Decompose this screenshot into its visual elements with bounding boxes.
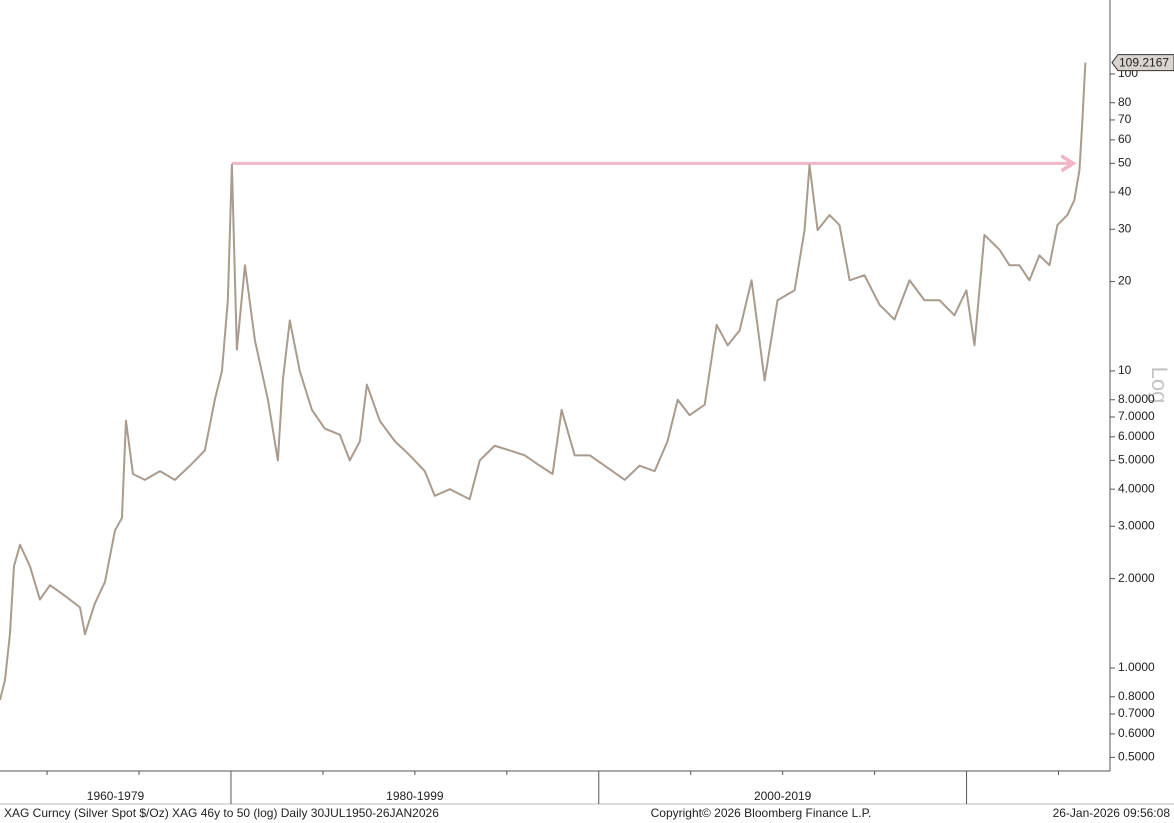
y-tick-label: 30 (1118, 221, 1132, 235)
price-line (0, 62, 1087, 701)
y-tick-label: 80 (1118, 95, 1132, 109)
y-tick-label: 0.8000 (1118, 689, 1155, 703)
y-tick-label: 5.0000 (1118, 453, 1155, 467)
y-tick-label: 8.0000 (1118, 392, 1155, 406)
y-axis-label: Log (1147, 367, 1172, 404)
y-tick-label: 70 (1118, 112, 1132, 126)
y-tick-label: 2.0000 (1118, 571, 1155, 585)
y-tick-label: 1.0000 (1118, 660, 1155, 674)
footer-center: Copyright© 2026 Bloomberg Finance L.P. (651, 806, 872, 820)
y-tick-label: 4.0000 (1118, 481, 1155, 495)
period-label: 1960-1979 (87, 789, 145, 803)
last-value-tag (1111, 54, 1174, 72)
y-tick-label: 3.0000 (1118, 518, 1155, 532)
y-tick-label: 60 (1118, 132, 1132, 146)
y-tick-label: 50 (1118, 156, 1132, 170)
y-tick-label: 40 (1118, 184, 1132, 198)
footer-left: XAG Curncy (Silver Spot $/Oz) XAG 46y to… (4, 806, 439, 820)
y-tick-label: 0.7000 (1118, 706, 1155, 720)
y-tick-label: 20 (1118, 274, 1132, 288)
footer-right: 26-Jan-2026 09:56:08 (1053, 806, 1171, 820)
last-value-label: 109.2167 (1119, 56, 1169, 70)
y-tick-label: 0.5000 (1118, 750, 1155, 764)
y-tick-label: 6.0000 (1118, 429, 1155, 443)
period-label: 1980-1999 (386, 789, 444, 803)
y-tick-label: 7.0000 (1118, 409, 1155, 423)
y-tick-label: 10 (1118, 363, 1132, 377)
y-tick-label: 0.6000 (1118, 726, 1155, 740)
period-label: 2000-2019 (754, 789, 812, 803)
